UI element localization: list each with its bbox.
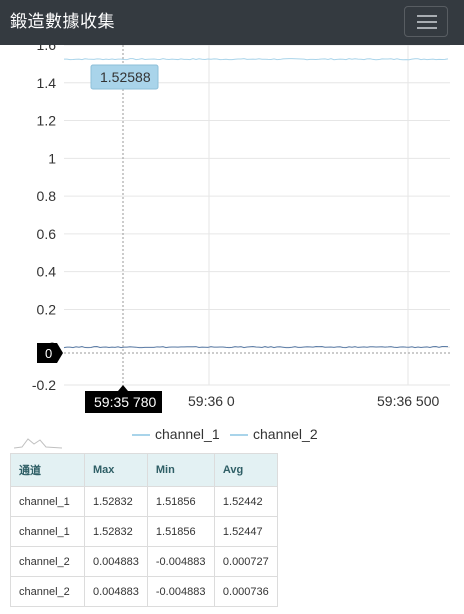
y-tick-label: 0.4 xyxy=(37,264,57,280)
legend-label: channel_1 xyxy=(155,426,220,442)
cell-avg: 1.52442 xyxy=(213,486,278,517)
y-tick-labels: 1.6 1.4 1.2 1 0.8 0.6 0.4 0.2 0 -0.2 xyxy=(32,45,56,393)
hamburger-icon-line xyxy=(417,21,437,23)
column-header: 通道 xyxy=(10,453,85,487)
cell-min: -0.004883 xyxy=(146,546,215,577)
cell-avg: 1.52447 xyxy=(213,516,278,547)
cell-max: 0.004883 xyxy=(84,546,148,577)
y-grid-lines xyxy=(64,45,450,386)
page-title[interactable]: 鍛造數據收集 xyxy=(10,12,115,32)
column-header: Max xyxy=(84,453,148,487)
table-header-row: 通道 Max Min Avg xyxy=(10,453,278,487)
legend-item-channel-1[interactable]: channel_1 xyxy=(132,426,220,442)
cell-channel: channel_2 xyxy=(10,546,85,577)
menu-toggle-button[interactable] xyxy=(404,6,448,37)
cell-min: 1.51856 xyxy=(146,486,215,517)
x-crosshair-label-text: 59:35 780 xyxy=(94,394,156,410)
cell-avg: 0.000727 xyxy=(213,546,278,577)
y-crosshair-label: 0 xyxy=(37,343,63,363)
y-tick-label: 1.2 xyxy=(37,113,57,129)
y-crosshair-label-text: 0 xyxy=(45,346,52,361)
y-tick-label: 1.6 xyxy=(37,45,57,53)
tooltip: 1.52588 xyxy=(90,64,159,90)
x-tick-label: 59:36 0 xyxy=(188,393,235,409)
minimap-icon[interactable] xyxy=(14,435,62,449)
y-tick-label: 1.4 xyxy=(37,75,57,91)
x-tick-labels: 59:36 0 59:36 500 xyxy=(188,393,439,409)
table-row: channel_2 0.004883 -0.004883 0.000736 xyxy=(10,576,278,607)
table-row: channel_1 1.52832 1.51856 1.52442 xyxy=(10,486,278,517)
series-line-channel-2 xyxy=(63,346,449,349)
legend-swatch xyxy=(132,434,150,437)
table-row: channel_2 0.004883 -0.004883 0.000727 xyxy=(10,546,278,577)
cell-max: 0.004883 xyxy=(84,576,148,607)
cell-channel: channel_2 xyxy=(10,576,85,607)
series-lines xyxy=(63,58,449,349)
legend-swatch xyxy=(230,434,248,437)
table-row: channel_1 1.52832 1.51856 1.52447 xyxy=(10,516,278,547)
y-tick-label: 0.2 xyxy=(37,301,57,317)
x-crosshair-label: 59:35 780 xyxy=(85,385,162,413)
cell-channel: channel_1 xyxy=(10,516,85,547)
cell-channel: channel_1 xyxy=(10,486,85,517)
hamburger-icon xyxy=(417,15,437,17)
x-tick-label: 59:36 500 xyxy=(377,393,439,409)
stats-table: 通道 Max Min Avg channel_1 1.52832 1.51856… xyxy=(10,453,278,607)
column-header: Avg xyxy=(213,453,278,487)
legend-item-channel-2[interactable]: channel_2 xyxy=(230,426,318,442)
hamburger-icon-line xyxy=(417,27,437,29)
y-tick-label: 1 xyxy=(48,150,56,166)
y-tick-label: 0.6 xyxy=(37,226,57,242)
line-chart[interactable]: 1.6 1.4 1.2 1 0.8 0.6 0.4 0.2 0 -0.2 59:36 0 59:3… xyxy=(0,45,464,417)
y-tick-label: 0.8 xyxy=(37,188,57,204)
cell-max: 1.52832 xyxy=(84,486,148,517)
legend-label: channel_2 xyxy=(253,426,318,442)
column-header: Min xyxy=(146,453,215,487)
y-tick-label: -0.2 xyxy=(32,377,56,393)
grid xyxy=(64,45,450,386)
tooltip-value: 1.52588 xyxy=(100,69,151,85)
cell-min: -0.004883 xyxy=(146,576,215,607)
x-grid-lines xyxy=(208,45,409,385)
chart-legend: channel_1 channel_2 xyxy=(0,426,464,444)
series-line-channel-1 xyxy=(63,58,449,61)
navbar: 鍛造數據收集 xyxy=(0,0,464,45)
cell-avg: 0.000736 xyxy=(213,576,278,607)
cell-max: 1.52832 xyxy=(84,516,148,547)
cell-min: 1.51856 xyxy=(146,516,215,547)
